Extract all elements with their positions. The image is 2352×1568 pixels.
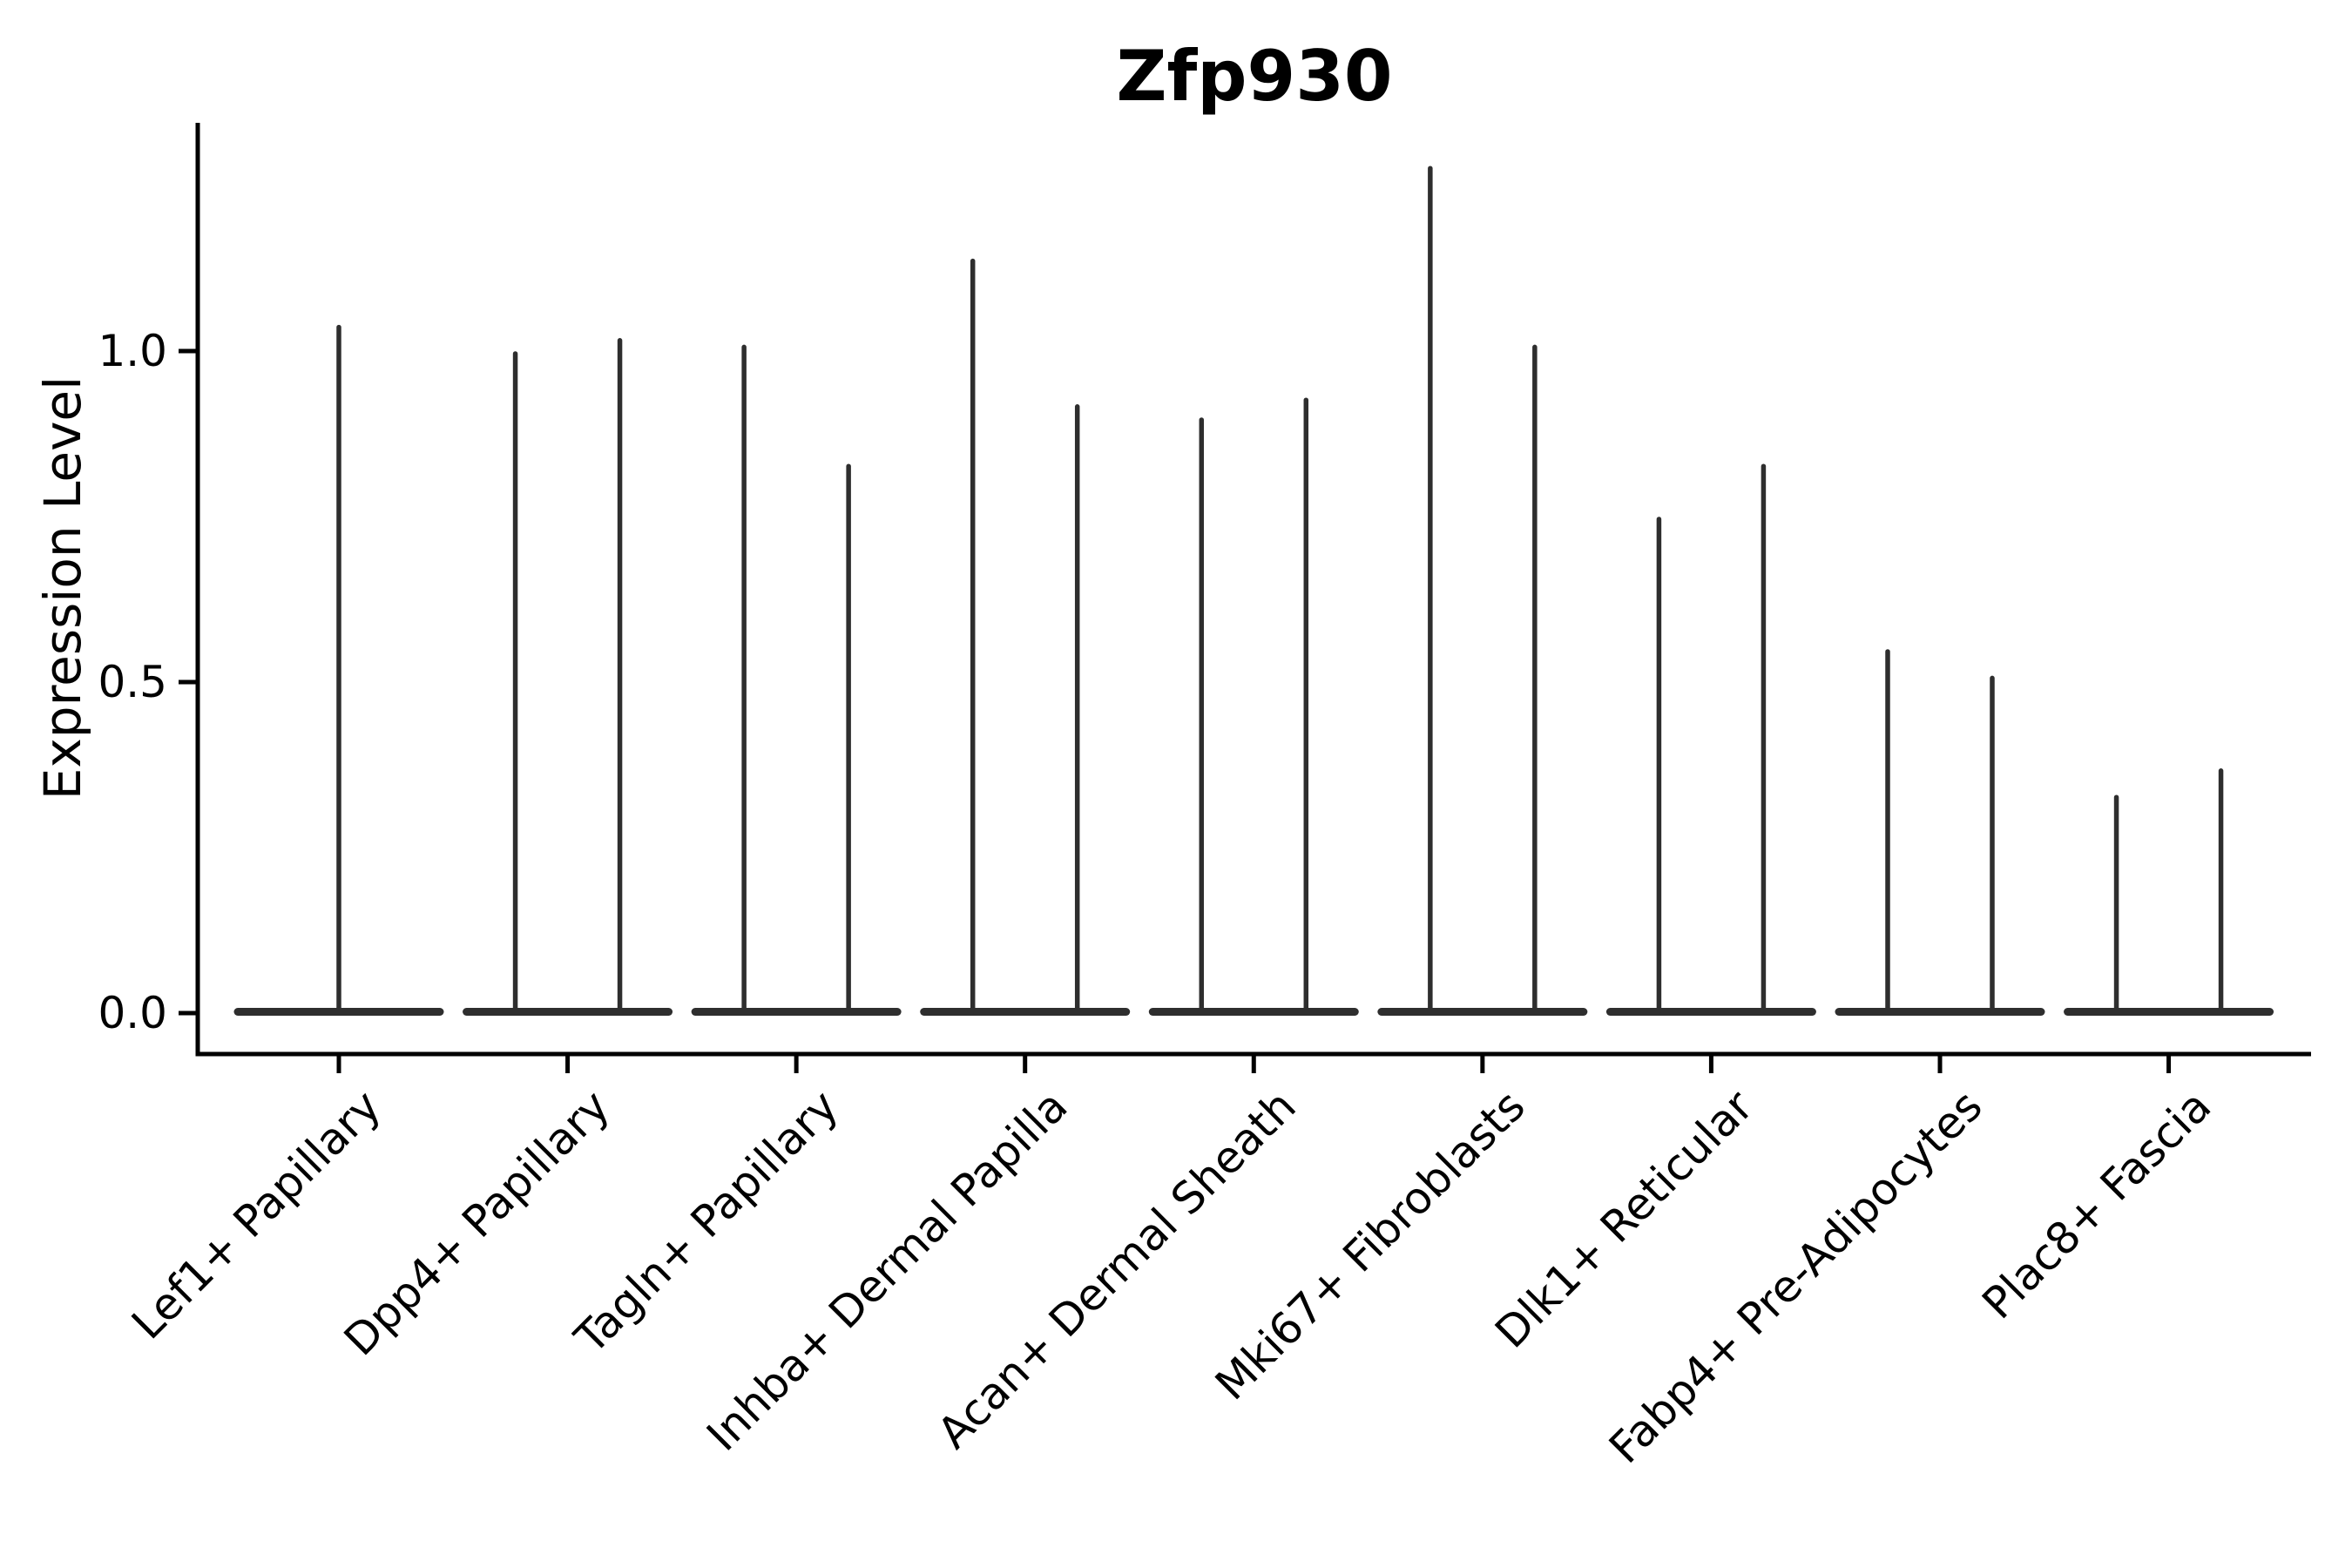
y-tick-label-1.0: 1.0 <box>98 326 167 376</box>
y-tick-label-0.0: 0.0 <box>98 988 167 1038</box>
chart-title: Zfp930 <box>1116 36 1393 117</box>
y-tick-label-0.5: 0.5 <box>98 657 167 707</box>
